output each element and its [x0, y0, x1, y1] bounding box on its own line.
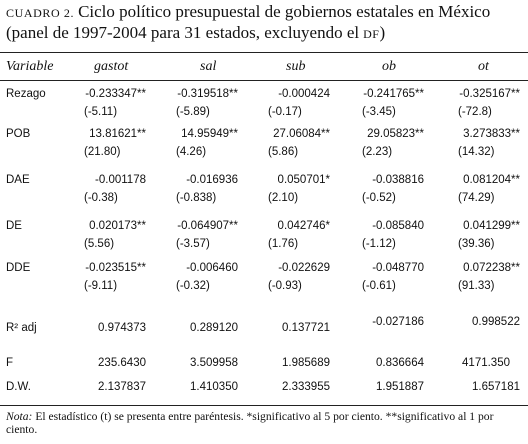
coefficient-cell: -0.006460 — [186, 262, 238, 274]
stat-cell: 1.410350 — [190, 381, 238, 393]
t-stat-cell: (21.80) — [84, 146, 121, 158]
t-stat-cell: (-0.838) — [176, 192, 217, 204]
coefficient-cell: -0.085840 — [372, 220, 424, 232]
row-label: Rezago — [6, 88, 46, 100]
table-caption: CUADRO 2. Ciclo político presupuestal de… — [6, 2, 524, 44]
coefficient-cell: 0.020173** — [89, 220, 146, 232]
coefficient-cell: -0.064907** — [177, 220, 238, 232]
t-stat-cell: (5.56) — [84, 238, 115, 250]
t-stat-cell: (14.32) — [458, 146, 495, 158]
coefficient-cell: 3.273833** — [463, 128, 520, 140]
header-variable: Variable — [6, 59, 54, 74]
bottom-rule — [0, 405, 528, 406]
stat-cell: 235.6430 — [98, 357, 146, 369]
coefficient-cell: 0.041299** — [463, 220, 520, 232]
note-label: Nota: — [6, 410, 33, 423]
stat-cell: 2.333955 — [282, 381, 330, 393]
coefficient-cell: 14.95949** — [181, 128, 238, 140]
table-note: Nota: El estadístico (t) se presenta ent… — [6, 410, 522, 436]
stat-cell: 0.974373 — [98, 322, 146, 334]
coefficient-cell: -0.022629 — [278, 262, 330, 274]
coefficient-cell: -0.038816 — [372, 174, 424, 186]
coefficient-cell: -0.000424 — [278, 88, 330, 100]
coefficient-cell: -0.001178 — [95, 174, 146, 186]
t-stat-cell: (5.86) — [268, 146, 299, 158]
header-ob: ob — [382, 59, 396, 74]
header-sal: sal — [200, 59, 217, 74]
stat-cell: 4171.350 — [462, 357, 510, 369]
coefficient-cell: 29.05823** — [367, 128, 424, 140]
coefficient-cell: -0.233347** — [85, 88, 146, 100]
row-label: DE — [6, 220, 22, 232]
coefficient-cell: 0.072238** — [463, 262, 520, 274]
stat-cell: 1.985689 — [282, 357, 330, 369]
coefficient-cell: 0.042746* — [277, 220, 330, 232]
t-stat-cell: (74.29) — [458, 192, 495, 204]
t-stat-cell: (-3.57) — [176, 238, 210, 250]
stat-cell: 3.509958 — [190, 357, 238, 369]
stat-cell: -0.027186 — [372, 316, 424, 328]
t-stat-cell: (2.23) — [362, 146, 393, 158]
t-stat-cell: (-0.17) — [268, 106, 302, 118]
t-stat-cell: (-0.32) — [176, 280, 210, 292]
row-label: DAE — [6, 174, 30, 186]
t-stat-cell: (-3.45) — [362, 106, 396, 118]
t-stat-cell: (4.26) — [176, 146, 207, 158]
t-stat-cell: (39.36) — [458, 238, 495, 250]
stat-label: R² adj — [6, 322, 37, 334]
coefficient-cell: 13.81621** — [89, 128, 146, 140]
header-ot: ot — [478, 59, 489, 74]
t-stat-cell: (-9.11) — [84, 280, 118, 292]
header-sub: sub — [286, 59, 306, 74]
stat-cell: 0.998522 — [472, 316, 520, 328]
header-gastot: gastot — [94, 59, 129, 74]
t-stat-cell: (-0.38) — [84, 192, 118, 204]
stat-cell: 0.836664 — [376, 357, 424, 369]
coefficient-cell: -0.023515** — [85, 262, 146, 274]
coefficient-cell: -0.319518** — [177, 88, 238, 100]
top-rule — [0, 52, 528, 53]
t-stat-cell: (-0.93) — [268, 280, 302, 292]
table-title-close: ) — [379, 23, 386, 42]
stat-label: F — [6, 357, 14, 369]
coefficient-cell: 0.050701* — [277, 174, 330, 186]
coefficient-cell: -0.016936 — [186, 174, 238, 186]
t-stat-cell: (1.76) — [268, 238, 299, 250]
stat-cell: 0.137721 — [282, 322, 330, 334]
t-stat-cell: (2.10) — [268, 192, 299, 204]
stat-cell: 0.289120 — [190, 322, 238, 334]
t-stat-cell: (-1.12) — [362, 238, 396, 250]
stat-cell: 1.657181 — [472, 381, 520, 393]
table-title-abbr: DF — [363, 27, 380, 41]
t-stat-cell: (-0.61) — [362, 280, 396, 292]
coefficient-cell: 27.06084** — [273, 128, 330, 140]
row-label: POB — [6, 128, 31, 140]
coefficient-cell: -0.325167** — [459, 88, 520, 100]
t-stat-cell: (-5.89) — [176, 106, 210, 118]
t-stat-cell: (-5.11) — [84, 106, 118, 118]
stat-cell: 2.137837 — [98, 381, 146, 393]
note-text: El estadístico (t) se presenta entre par… — [6, 410, 494, 436]
table-label: CUADRO 2. — [6, 6, 75, 20]
t-stat-cell: (91.33) — [458, 280, 495, 292]
coefficient-cell: 0.081204** — [463, 174, 520, 186]
row-label: DDE — [6, 262, 31, 274]
stat-cell: 1.951887 — [376, 381, 424, 393]
coefficient-cell: -0.241765** — [363, 88, 424, 100]
header-rule — [0, 80, 528, 81]
t-stat-cell: (-72.8) — [458, 106, 492, 118]
table-title: Ciclo político presupuestal de gobiernos… — [6, 2, 491, 42]
stat-label: D.W. — [6, 381, 31, 393]
t-stat-cell: (-0.52) — [362, 192, 396, 204]
coefficient-cell: -0.048770 — [372, 262, 424, 274]
